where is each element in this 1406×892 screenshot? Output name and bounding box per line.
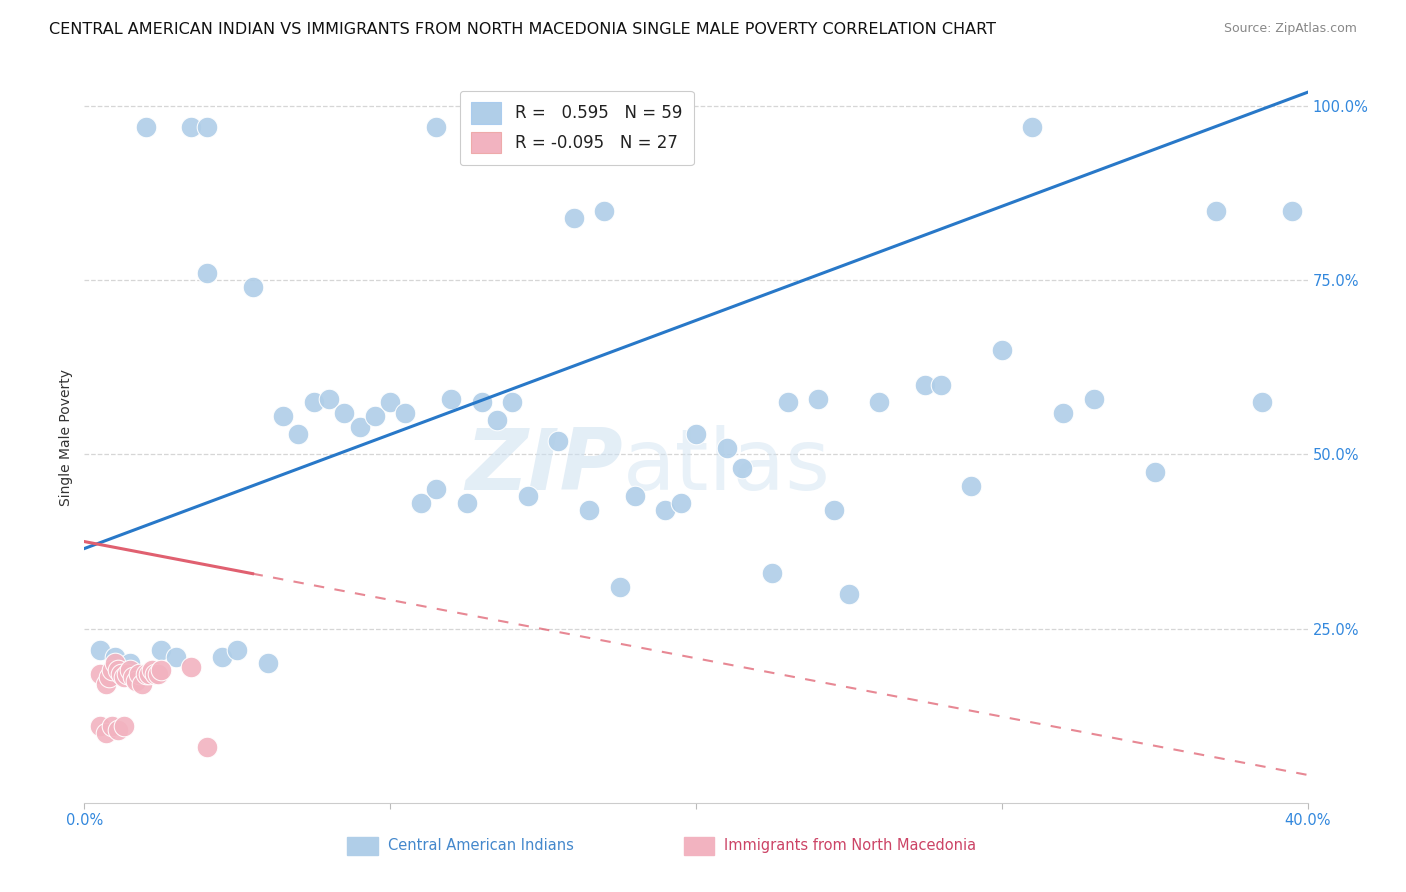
Point xyxy=(1021,120,1043,134)
Point xyxy=(107,723,129,737)
Point xyxy=(195,266,218,280)
Point xyxy=(101,719,124,733)
Point xyxy=(1250,395,1272,409)
Point xyxy=(731,461,754,475)
Point xyxy=(115,667,138,681)
Point xyxy=(807,392,830,406)
Point xyxy=(394,406,416,420)
Point xyxy=(302,395,325,409)
Point xyxy=(409,496,432,510)
Point xyxy=(107,664,129,678)
Point xyxy=(226,642,249,657)
Point xyxy=(143,667,166,681)
Point xyxy=(135,667,157,681)
Point xyxy=(94,677,117,691)
Point xyxy=(131,677,153,691)
Point xyxy=(593,203,616,218)
Point xyxy=(318,392,340,406)
Point xyxy=(89,642,111,657)
Point xyxy=(1143,465,1166,479)
Point xyxy=(685,426,707,441)
Point xyxy=(112,670,135,684)
Point xyxy=(242,280,264,294)
Point xyxy=(138,667,160,681)
Point xyxy=(578,503,600,517)
Point xyxy=(456,496,478,510)
FancyBboxPatch shape xyxy=(683,838,714,855)
Point xyxy=(120,664,142,678)
Point xyxy=(104,649,127,664)
Point xyxy=(122,670,145,684)
Point xyxy=(914,377,936,392)
Point xyxy=(425,120,447,134)
Point xyxy=(165,649,187,664)
Point xyxy=(1205,203,1227,218)
Point xyxy=(562,211,585,225)
Point xyxy=(110,667,132,681)
Point xyxy=(960,479,983,493)
Point xyxy=(516,489,538,503)
Point xyxy=(486,412,509,426)
Y-axis label: Single Male Poverty: Single Male Poverty xyxy=(59,368,73,506)
Point xyxy=(120,657,142,671)
Text: atlas: atlas xyxy=(623,425,831,508)
Point xyxy=(654,503,676,517)
Text: ZIP: ZIP xyxy=(465,425,623,508)
Point xyxy=(135,120,157,134)
Point xyxy=(180,660,202,674)
Point xyxy=(991,343,1014,357)
Point xyxy=(1281,203,1303,218)
Point xyxy=(776,395,799,409)
Point xyxy=(271,409,294,424)
Point xyxy=(94,726,117,740)
Point xyxy=(425,483,447,497)
Legend: R =   0.595   N = 59, R = -0.095   N = 27: R = 0.595 N = 59, R = -0.095 N = 27 xyxy=(460,91,693,165)
Text: Central American Indians: Central American Indians xyxy=(388,838,574,853)
Point xyxy=(97,670,120,684)
Point xyxy=(128,667,150,681)
Point xyxy=(211,649,233,664)
Point xyxy=(1083,392,1105,406)
Point xyxy=(349,419,371,434)
Point xyxy=(609,580,631,594)
Point xyxy=(547,434,569,448)
Point xyxy=(716,441,738,455)
Point xyxy=(101,664,124,678)
Point xyxy=(195,740,218,755)
Point xyxy=(838,587,860,601)
Point xyxy=(146,667,169,681)
Point xyxy=(624,489,647,503)
Text: Source: ZipAtlas.com: Source: ZipAtlas.com xyxy=(1223,22,1357,36)
Point xyxy=(89,719,111,733)
Point xyxy=(333,406,356,420)
Point xyxy=(125,673,148,688)
Point xyxy=(823,503,845,517)
Point xyxy=(149,642,172,657)
Point xyxy=(502,395,524,409)
Point xyxy=(380,395,402,409)
Text: CENTRAL AMERICAN INDIAN VS IMMIGRANTS FROM NORTH MACEDONIA SINGLE MALE POVERTY C: CENTRAL AMERICAN INDIAN VS IMMIGRANTS FR… xyxy=(49,22,997,37)
Point xyxy=(669,496,692,510)
Point xyxy=(761,566,783,580)
Point xyxy=(112,719,135,733)
Point xyxy=(929,377,952,392)
Point xyxy=(141,664,163,678)
Point xyxy=(471,395,494,409)
Point xyxy=(180,120,202,134)
Point xyxy=(257,657,280,671)
Point xyxy=(440,392,463,406)
FancyBboxPatch shape xyxy=(347,838,378,855)
Point xyxy=(104,657,127,671)
Point xyxy=(869,395,891,409)
Point xyxy=(287,426,309,441)
Point xyxy=(364,409,387,424)
Text: Immigrants from North Macedonia: Immigrants from North Macedonia xyxy=(724,838,976,853)
Point xyxy=(1052,406,1074,420)
Point xyxy=(195,120,218,134)
Point xyxy=(149,664,172,678)
Point xyxy=(89,667,111,681)
